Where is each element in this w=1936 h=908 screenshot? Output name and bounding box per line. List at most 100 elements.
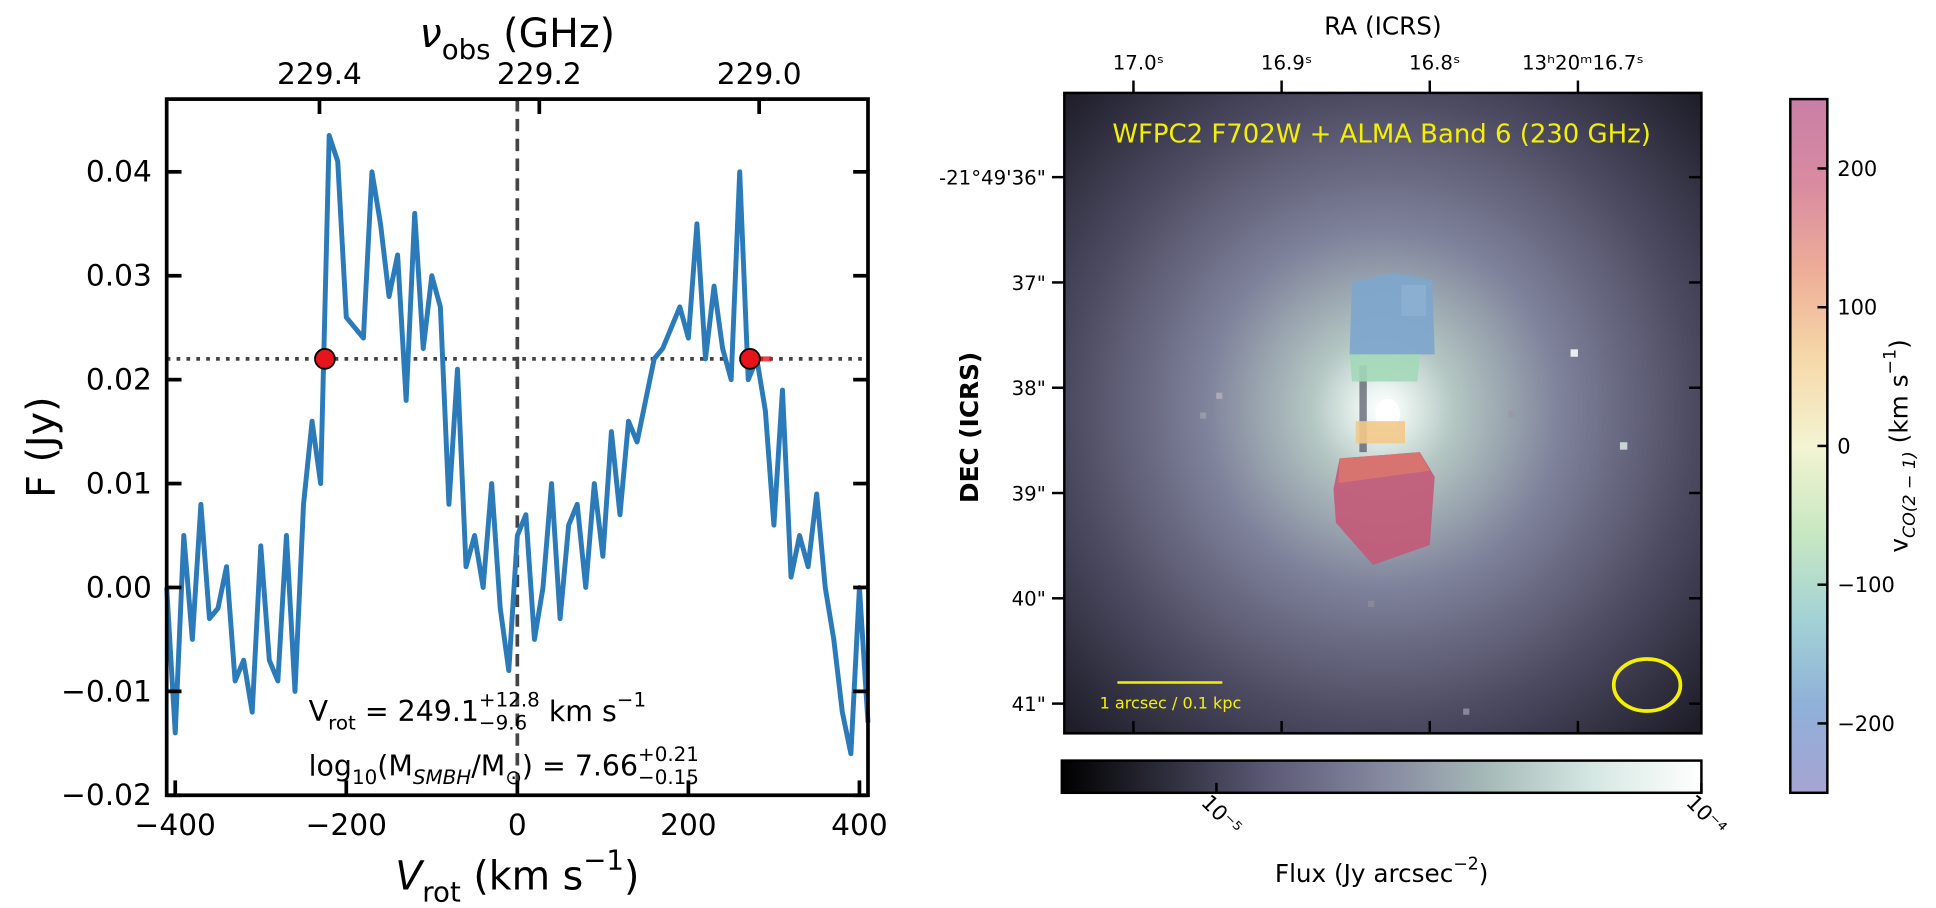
annotation-part: km s bbox=[540, 695, 617, 728]
colorbar-label-text: vCO(2 − 1) (km s−1) bbox=[1880, 339, 1920, 552]
star bbox=[1200, 412, 1207, 419]
marker bbox=[314, 348, 336, 370]
colorbar bbox=[1060, 759, 1703, 795]
velocity-green bbox=[1349, 354, 1420, 382]
colorbar-label-part: −2 bbox=[1453, 855, 1478, 875]
image-frame bbox=[1063, 91, 1703, 735]
colorbar-label-part: ) bbox=[1479, 859, 1489, 888]
x-axis-label-body: Vrot (km s−1) bbox=[395, 844, 639, 908]
x-axis-label-part: (km s bbox=[461, 853, 583, 899]
x-tick-label: −200 bbox=[306, 807, 387, 842]
colorbar-label-part: −1 bbox=[1880, 349, 1900, 375]
y-tick-label: −0.02 bbox=[61, 777, 152, 812]
annotation-part: −0.15 bbox=[638, 766, 699, 789]
colorbar-label-part: (km s bbox=[1885, 374, 1914, 451]
annotation-part: /M bbox=[471, 749, 505, 782]
colorbar-label-part: CO(2 − 1) bbox=[1900, 451, 1920, 538]
annotation-part: ) = 7.66 bbox=[522, 749, 638, 782]
velocity-orange bbox=[1355, 421, 1406, 444]
y-tick-label: 0.01 bbox=[86, 465, 152, 500]
colorbar-label-part: ) bbox=[1885, 339, 1914, 349]
x-axis-label-text: Vrot (km s−1) bbox=[395, 844, 639, 908]
x2-axis-label-part: obs bbox=[442, 33, 491, 66]
colorbar-label-part: Flux (Jy arcsec bbox=[1275, 859, 1453, 888]
ra-tick-label: 16.9ˢ bbox=[1261, 51, 1312, 74]
x-tick-label: 400 bbox=[831, 807, 888, 842]
x2-axis-label: νobs (GHz) bbox=[420, 11, 615, 66]
annotation-part: +12.8 bbox=[479, 689, 540, 712]
star bbox=[1570, 349, 1578, 357]
annotation-part: ⊙ bbox=[505, 766, 522, 789]
star bbox=[1508, 411, 1515, 418]
colorbar-label: vCO(2 − 1) (km s−1) bbox=[1880, 339, 1920, 552]
colorbar-label-part: v bbox=[1885, 538, 1914, 553]
star bbox=[1463, 708, 1470, 715]
velocity-blue bbox=[1401, 284, 1427, 316]
x-axis-label: Vrot (km s−1) bbox=[395, 844, 639, 908]
x-axis-label-part: ) bbox=[624, 853, 639, 899]
x2-axis-label-part: (GHz) bbox=[491, 11, 615, 57]
colorbar-tick-label: 100 bbox=[1837, 295, 1877, 320]
spectrum-line bbox=[164, 132, 871, 757]
annotation-part: rot bbox=[328, 711, 356, 734]
x2-axis-label-text: νobs (GHz) bbox=[420, 11, 615, 66]
y-axis-label-body: F (Jy) bbox=[18, 396, 64, 497]
annotation-text: Vrot = 249.1+12.8 −9.6 km s−1 bbox=[309, 689, 646, 735]
colorbar-tick-label: 10⁻⁵ bbox=[1197, 789, 1247, 839]
annotation-body: Vrot = 249.1+12.8 −9.6 km s−1 bbox=[309, 689, 646, 735]
colorbar-label-text: Flux (Jy arcsec−2) bbox=[1275, 855, 1489, 888]
x-axis-label-part: V bbox=[395, 853, 425, 899]
annotation-part: (M bbox=[377, 749, 413, 782]
annotation-part: −1 bbox=[617, 689, 646, 712]
x-axis-label: RA (ICRS) bbox=[1324, 12, 1441, 41]
annotation: log10(MSMBH/M⊙) = 7.66+0.21 −0.15 bbox=[309, 743, 699, 789]
star bbox=[1216, 392, 1223, 399]
ra-tick-label: 13ʰ20ᵐ16.7ˢ bbox=[1522, 51, 1644, 74]
x2-tick-label: 229.2 bbox=[497, 56, 582, 91]
marker bbox=[739, 348, 761, 370]
x2-axis-label-body: νobs (GHz) bbox=[420, 11, 615, 66]
annotation: Vrot = 249.1+12.8 −9.6 km s−1 bbox=[309, 689, 646, 735]
dec-tick-label: 37" bbox=[1012, 272, 1046, 295]
x-tick-label: −400 bbox=[135, 807, 216, 842]
galaxy-image bbox=[1064, 92, 1702, 734]
dec-tick-label: 41" bbox=[1012, 693, 1046, 716]
beam-ellipse bbox=[1611, 657, 1683, 713]
colorbar-tick-label: 200 bbox=[1837, 156, 1877, 181]
dec-tick-label: -21°49'36" bbox=[939, 167, 1046, 190]
dec-tick-label: 38" bbox=[1012, 377, 1046, 400]
y-axis-label-part: F (Jy) bbox=[18, 396, 64, 497]
y-axis-label: F (Jy) bbox=[18, 396, 64, 497]
x-tick-label: 200 bbox=[660, 807, 717, 842]
colorbar-tick-label: −100 bbox=[1837, 572, 1895, 597]
x2-axis-label-part: ν bbox=[420, 11, 442, 57]
ra-tick-label: 17.0ˢ bbox=[1113, 51, 1164, 74]
x2-tick-label: 229.4 bbox=[277, 56, 362, 91]
y-tick-label: 0.00 bbox=[86, 569, 152, 604]
dec-tick-label: 39" bbox=[1012, 482, 1046, 505]
y-tick-label: 0.02 bbox=[86, 362, 152, 397]
annotation-text: log10(MSMBH/M⊙) = 7.66+0.21 −0.15 bbox=[309, 743, 699, 789]
annotation-part: log bbox=[309, 749, 352, 782]
y-axis-label: DEC (ICRS) bbox=[955, 352, 984, 503]
annotation-part: +0.21 bbox=[638, 743, 699, 766]
y-axis-label-text: F (Jy) bbox=[18, 396, 64, 497]
star bbox=[1368, 600, 1375, 607]
x-tick-label: 0 bbox=[508, 807, 527, 842]
x2-tick-label: 229.0 bbox=[717, 56, 802, 91]
annotation-part: 10 bbox=[352, 766, 377, 789]
colorbar-label: Flux (Jy arcsec−2) bbox=[1275, 855, 1489, 888]
y-tick-label: 0.03 bbox=[86, 258, 152, 293]
colorbar-tick-label: −200 bbox=[1837, 711, 1895, 736]
ra-tick-label: 16.8ˢ bbox=[1409, 51, 1460, 74]
annotation-part: −9.6 bbox=[479, 711, 527, 734]
y-tick-label: 0.04 bbox=[86, 154, 152, 189]
colorbar-label-body: Flux (Jy arcsec−2) bbox=[1275, 855, 1489, 888]
annotation-part: = 249.1 bbox=[356, 695, 479, 728]
velocity-red bbox=[1338, 452, 1430, 484]
annotation-part: V bbox=[309, 695, 329, 728]
scale-bar-label: 1 arcsec / 0.1 kpc bbox=[1100, 694, 1242, 713]
star bbox=[1619, 442, 1628, 450]
annotation-body: log10(MSMBH/M⊙) = 7.66+0.21 −0.15 bbox=[309, 743, 699, 789]
